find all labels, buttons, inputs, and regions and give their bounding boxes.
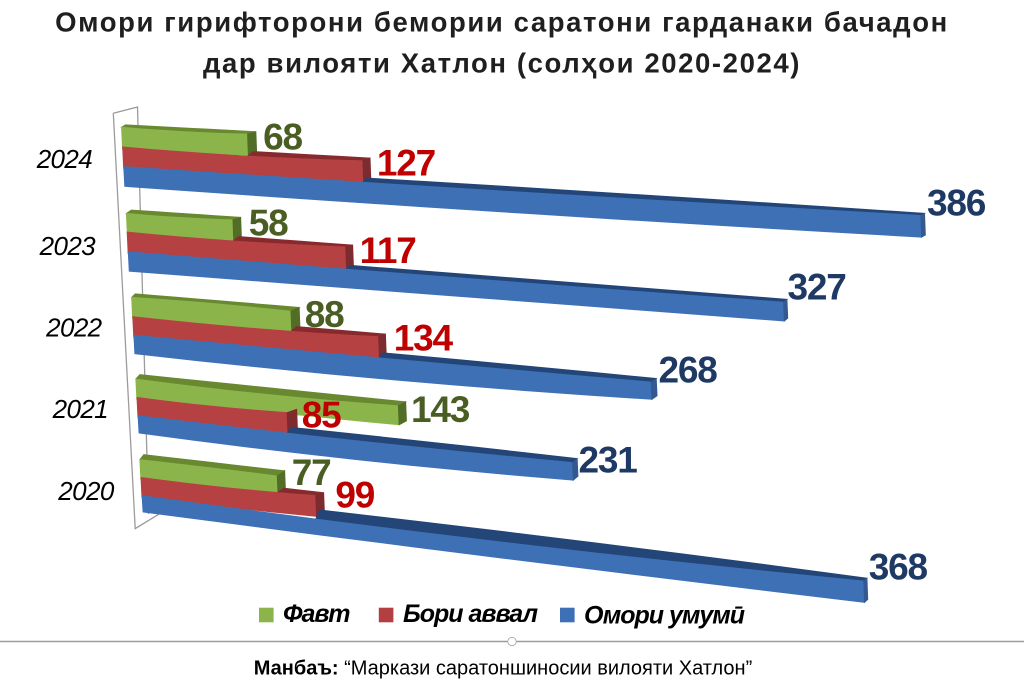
svg-text:2022: 2022	[45, 313, 103, 343]
svg-text:Омори гирифторони бемории сара: Омори гирифторони бемории саратони гарда…	[55, 7, 949, 38]
svg-text:143: 143	[411, 389, 470, 430]
svg-text:77: 77	[292, 452, 331, 493]
svg-text:Бори аввал: Бори аввал	[403, 600, 538, 628]
svg-text:327: 327	[788, 267, 846, 308]
svg-text:2020: 2020	[57, 476, 115, 506]
svg-text:117: 117	[360, 230, 416, 271]
svg-text:58: 58	[249, 203, 288, 244]
svg-text:231: 231	[579, 440, 638, 481]
svg-text:дар вилояти Хатлон (солҳои 202: дар вилояти Хатлон (солҳои 2020-2024)	[203, 48, 801, 79]
svg-text:127: 127	[377, 142, 435, 183]
svg-text:386: 386	[927, 183, 986, 224]
svg-text:68: 68	[263, 116, 302, 157]
svg-text:2021: 2021	[52, 394, 108, 424]
svg-text:85: 85	[302, 395, 341, 436]
svg-text:134: 134	[394, 317, 454, 358]
svg-text:2024: 2024	[36, 144, 93, 174]
svg-text:99: 99	[335, 475, 374, 516]
svg-text:2023: 2023	[39, 231, 97, 261]
svg-text:Манбаъ: “Маркази саратоншиноси: Манбаъ: “Маркази саратоншиносии вилояти …	[254, 658, 752, 680]
svg-text:Омори умумӣ: Омори умумӣ	[584, 602, 745, 630]
svg-text:Фавт: Фавт	[283, 600, 350, 628]
svg-text:88: 88	[305, 294, 344, 335]
svg-text:368: 368	[869, 547, 928, 588]
svg-text:268: 268	[659, 350, 718, 391]
